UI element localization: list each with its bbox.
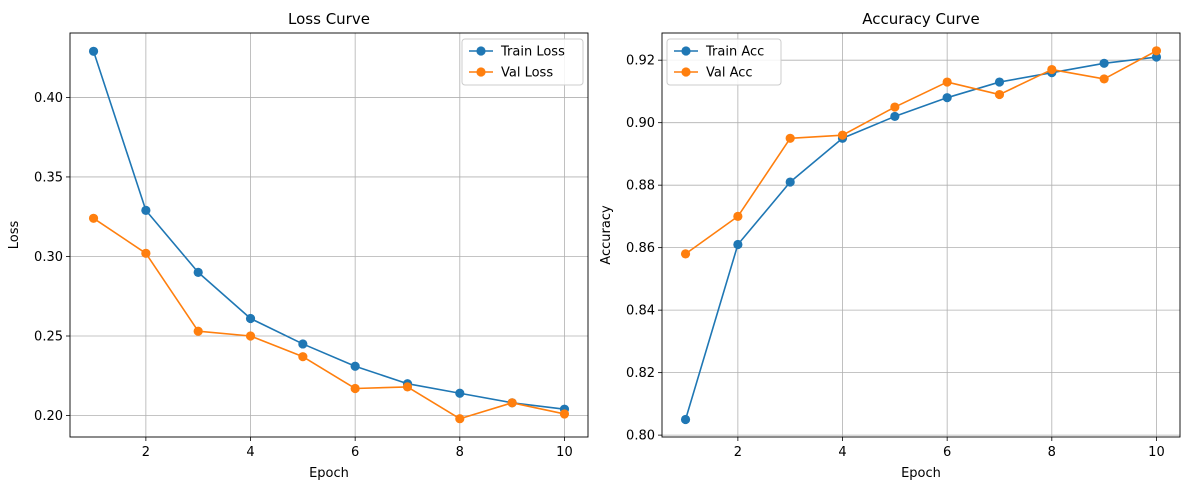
legend-label: Val Acc bbox=[706, 66, 753, 81]
data-point bbox=[193, 326, 203, 336]
data-point bbox=[1151, 46, 1162, 56]
series-line-1 bbox=[92, 51, 565, 410]
series-line-1 bbox=[684, 56, 1157, 420]
legend-marker bbox=[476, 67, 486, 77]
x-tick-label: 4 bbox=[246, 445, 254, 460]
data-point bbox=[141, 205, 151, 215]
x-tick-label: 8 bbox=[456, 445, 464, 460]
data-point bbox=[141, 248, 151, 258]
y-tick-label: 0.80 bbox=[626, 429, 655, 444]
x-tick-label: 2 bbox=[734, 445, 742, 460]
data-point bbox=[1099, 74, 1109, 84]
chart-title: Loss Curve bbox=[288, 10, 370, 28]
x-axis-label: Epoch bbox=[901, 466, 941, 481]
y-axis-label: Loss bbox=[7, 221, 22, 250]
series-line-2 bbox=[685, 50, 1157, 255]
legend: Train Acc Val Acc bbox=[666, 38, 782, 86]
data-point bbox=[88, 46, 99, 56]
x-tick-label: 10 bbox=[1148, 445, 1165, 460]
legend-marker bbox=[681, 46, 691, 56]
x-tick-label: 6 bbox=[351, 445, 359, 460]
data-point bbox=[680, 249, 691, 259]
data-point bbox=[680, 414, 691, 425]
legend-marker bbox=[681, 67, 691, 77]
legend: Train Loss Val Loss bbox=[461, 38, 584, 86]
data-point bbox=[455, 414, 465, 424]
data-point bbox=[298, 352, 308, 362]
y-axis-label: Accuracy bbox=[599, 205, 614, 265]
data-point bbox=[298, 339, 308, 349]
y-tick-label: 0.86 bbox=[626, 241, 655, 256]
data-point bbox=[942, 93, 952, 103]
chart-panel-2: 2 4 6 8 10 0.80 0.82 0.84 0.86 0.88 0.90 0.92 Accura… bbox=[599, 10, 1181, 481]
data-point bbox=[245, 331, 256, 341]
data-point bbox=[350, 383, 360, 394]
x-tick-label: 8 bbox=[1048, 445, 1056, 460]
y-tick-label: 0.25 bbox=[34, 330, 63, 345]
data-point bbox=[733, 239, 743, 250]
y-tick-label: 0.82 bbox=[626, 366, 655, 381]
data-point bbox=[890, 102, 900, 112]
chart-panel-1: 2 4 6 8 10 0.20 0.25 0.30 0.35 0.40 Loss Curve Epoc… bbox=[7, 10, 589, 481]
y-tick-label: 0.20 bbox=[34, 409, 63, 424]
x-tick-label: 6 bbox=[943, 445, 951, 460]
data-point bbox=[785, 133, 795, 143]
y-tick-label: 0.92 bbox=[626, 54, 655, 69]
data-point bbox=[402, 382, 413, 392]
series-line-2 bbox=[93, 217, 565, 420]
y-tick-label: 0.90 bbox=[626, 116, 655, 131]
data-point bbox=[994, 89, 1005, 100]
plot-frame bbox=[69, 32, 589, 438]
data-point bbox=[1047, 64, 1057, 75]
data-point bbox=[785, 177, 795, 187]
y-tick-label: 0.35 bbox=[34, 170, 63, 185]
legend-label: Train Acc bbox=[705, 45, 764, 60]
x-tick-label: 4 bbox=[838, 445, 846, 460]
y-tick-label: 0.88 bbox=[626, 179, 655, 194]
data-point bbox=[507, 398, 517, 408]
data-point bbox=[994, 77, 1005, 87]
y-tick-label: 0.84 bbox=[626, 304, 655, 319]
data-point bbox=[88, 213, 99, 223]
data-point bbox=[890, 111, 900, 122]
legend-label: Val Loss bbox=[501, 66, 553, 81]
data-point bbox=[455, 388, 465, 398]
legend-marker bbox=[476, 46, 486, 56]
data-point bbox=[350, 361, 360, 371]
y-tick-label: 0.40 bbox=[34, 91, 63, 106]
legend-label: Train Loss bbox=[500, 45, 565, 60]
x-tick-label: 10 bbox=[556, 445, 573, 460]
data-point bbox=[733, 211, 743, 222]
chart-title: Accuracy Curve bbox=[862, 10, 980, 28]
x-axis-label: Epoch bbox=[309, 466, 349, 481]
data-point bbox=[193, 267, 203, 277]
data-point bbox=[245, 313, 256, 324]
data-point bbox=[942, 77, 952, 87]
data-point bbox=[1099, 58, 1109, 68]
data-point bbox=[559, 409, 570, 419]
y-tick-label: 0.30 bbox=[34, 250, 63, 265]
x-tick-label: 2 bbox=[142, 445, 150, 460]
data-point bbox=[837, 130, 848, 140]
plot-frame bbox=[661, 32, 1181, 438]
